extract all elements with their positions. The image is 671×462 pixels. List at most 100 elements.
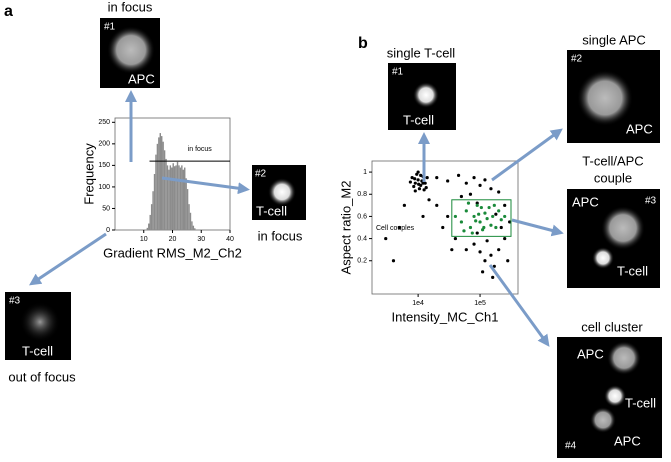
y-tick-label: 1 [363, 169, 367, 176]
bar [161, 136, 163, 230]
image-caption: out of focus [8, 369, 76, 384]
point [421, 181, 425, 185]
point [435, 176, 439, 180]
bar [152, 191, 154, 230]
point [459, 194, 464, 199]
point [503, 214, 507, 219]
x-axis-label: Intensity_MC_Ch1 [392, 309, 499, 324]
point [497, 190, 501, 194]
bar [158, 137, 160, 230]
point [503, 236, 507, 241]
point [417, 182, 421, 186]
point [413, 181, 417, 185]
x-tick-label: 20 [169, 236, 177, 243]
cell-label: APC [128, 71, 155, 86]
gate-label: in focus [188, 146, 213, 153]
cell-label: APC [614, 433, 641, 448]
point [391, 259, 396, 263]
y-tick-label: 0.8 [357, 191, 367, 198]
cell [592, 247, 614, 269]
bar [175, 165, 177, 230]
bar [191, 221, 193, 230]
x-axis-label: Gradient RMS_M2_Ch2 [103, 245, 242, 260]
point [466, 201, 471, 205]
point [450, 248, 454, 252]
image-title: cell cluster [581, 319, 643, 334]
plot-area [371, 160, 519, 295]
point [412, 184, 416, 189]
point [479, 205, 483, 210]
panel-label: b [358, 35, 368, 52]
point [459, 220, 464, 224]
y-tick-label: 0.6 [357, 213, 367, 220]
bar [159, 133, 161, 230]
point [468, 192, 473, 196]
point [472, 176, 476, 180]
point [419, 173, 423, 178]
point [499, 225, 503, 230]
panel-label: a [4, 3, 13, 20]
cell [268, 178, 296, 206]
arrow [511, 218, 564, 237]
bar [146, 227, 149, 230]
cell-label: T-cell [22, 343, 53, 358]
bar [185, 178, 187, 230]
image-number: #3 [645, 196, 657, 207]
image-caption: in focus [258, 228, 303, 243]
bar [178, 165, 180, 230]
point [446, 214, 450, 219]
arrow [488, 264, 550, 347]
gate-label: Cell couples [376, 225, 415, 232]
cell [607, 341, 641, 375]
bar [162, 141, 164, 230]
point [485, 217, 489, 221]
charts: in focus 10 20 30 40 0 50 100 150 200 250 Gradient … [81, 117, 519, 324]
bar [168, 169, 170, 230]
point [408, 180, 412, 184]
point [481, 270, 485, 274]
point [427, 198, 431, 202]
bar [172, 163, 174, 230]
point [456, 173, 461, 178]
image-number: #2 [571, 54, 583, 65]
point [497, 209, 501, 213]
cell [604, 385, 626, 407]
y-axis-label: Frequency [81, 143, 96, 205]
cell-label: T-cell [256, 203, 287, 218]
cell [601, 206, 645, 250]
point [483, 259, 487, 263]
image-title: couple [594, 170, 632, 185]
point [397, 225, 402, 230]
point [468, 225, 473, 230]
point [472, 242, 476, 246]
point [478, 183, 482, 187]
cell-label: APC [626, 121, 653, 136]
cell-label: APC [577, 346, 604, 361]
point [507, 220, 512, 224]
y-tick-label: 100 [98, 184, 110, 191]
point [491, 275, 495, 279]
y-tick-label: 50 [102, 205, 110, 212]
point [464, 181, 468, 185]
point [489, 253, 493, 257]
bar [169, 165, 172, 230]
point [413, 189, 417, 193]
cell [107, 26, 155, 74]
point [474, 219, 478, 223]
y-tick-label: 0.2 [357, 258, 367, 265]
point [494, 225, 498, 230]
image-number: #1 [392, 67, 404, 78]
point [462, 229, 466, 233]
point [464, 209, 468, 213]
point [410, 176, 414, 180]
cell-label: T-cell [625, 395, 656, 410]
bar [188, 204, 190, 230]
point [453, 214, 458, 219]
bar [166, 165, 169, 230]
y-tick-label: 150 [98, 162, 110, 169]
point [446, 179, 450, 183]
point [464, 248, 468, 252]
bar [171, 167, 173, 230]
point [489, 223, 493, 227]
cell-label: T-cell [617, 263, 648, 278]
